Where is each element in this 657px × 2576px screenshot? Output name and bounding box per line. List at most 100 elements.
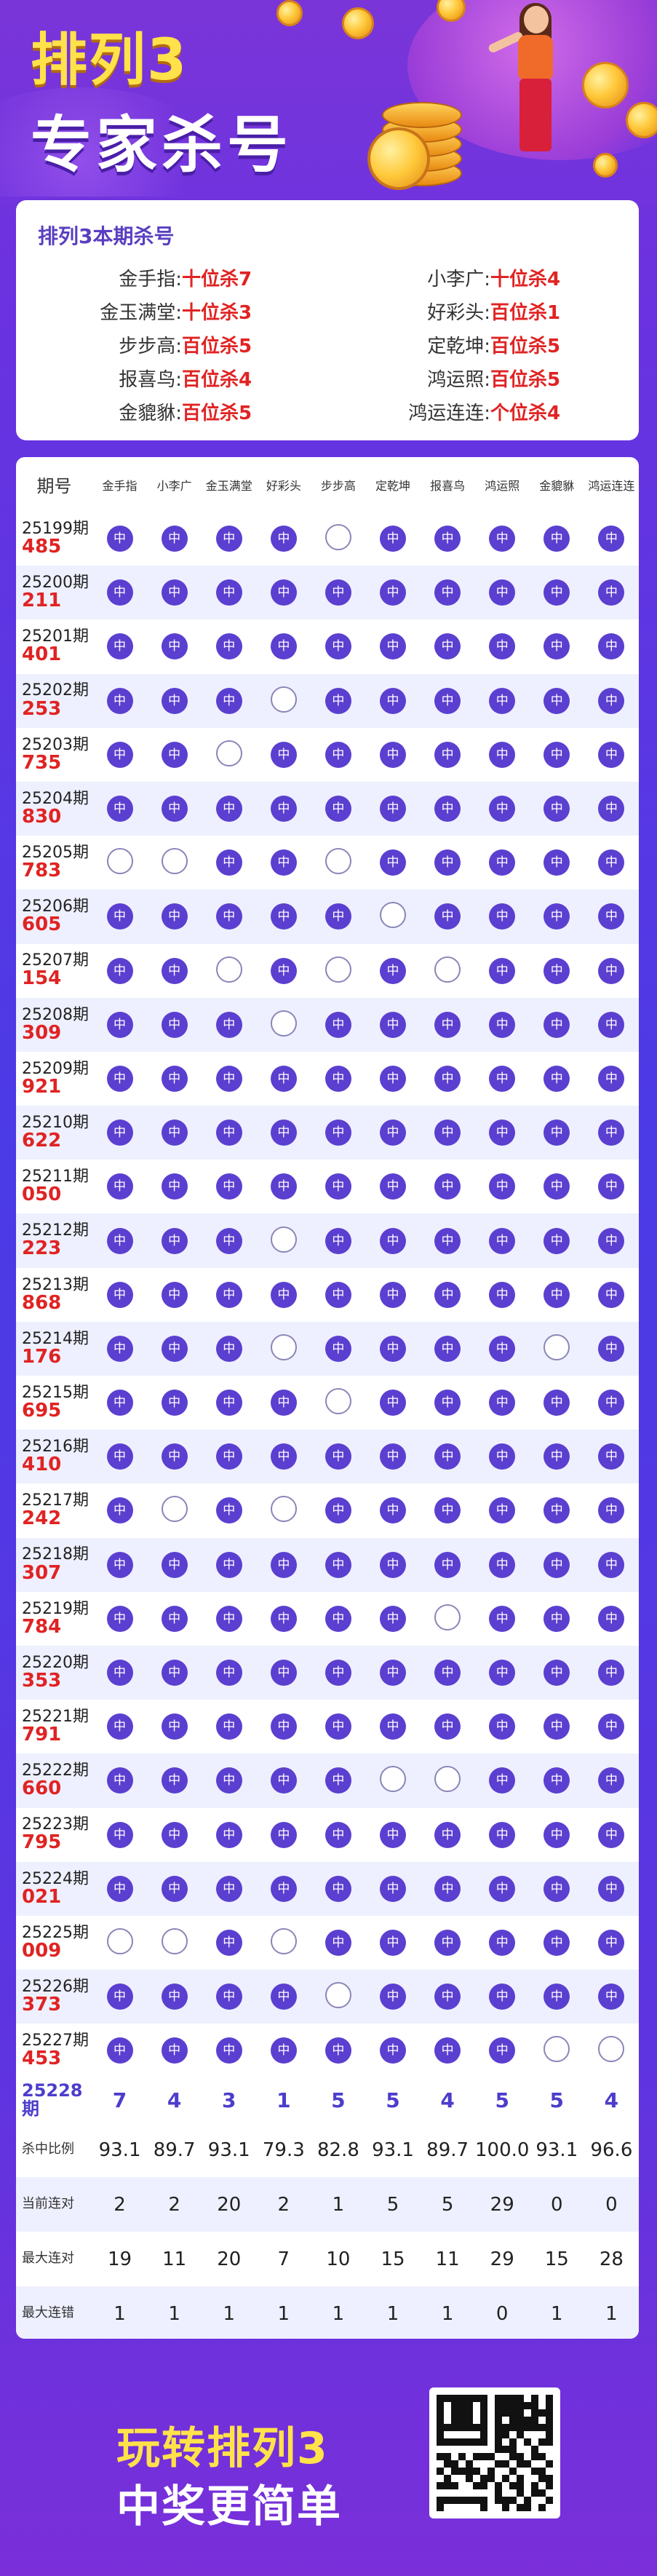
next-kill-digit: 5	[495, 2088, 509, 2112]
period-cell: 25202期 253	[16, 674, 92, 728]
draw-number: 735	[22, 751, 62, 774]
period-cell: 25203期 735	[16, 728, 92, 782]
period-label: 25213期	[22, 1275, 89, 1294]
result-cell: 中	[311, 1106, 365, 1160]
stat-label: 当前连对	[22, 2196, 74, 2212]
hit-badge: 中	[215, 903, 242, 930]
period-label: 25221期	[22, 1708, 89, 1727]
result-cell: 中	[530, 1268, 584, 1322]
stat-value: 0	[495, 2302, 509, 2325]
result-cell: 中	[584, 944, 639, 998]
result-cell	[311, 512, 365, 566]
hit-badge: 中	[598, 633, 625, 660]
hit-badge: 中	[543, 903, 570, 930]
hit-badge: 中	[324, 633, 351, 660]
hit-badge: 中	[161, 1875, 188, 1902]
result-cell	[147, 1916, 202, 1970]
table-row: 25223期 795 中中中中中中中中中中	[16, 1807, 639, 1862]
result-cell	[256, 1322, 311, 1376]
period-label: 25224期	[22, 1869, 89, 1888]
result-cell: 中	[475, 1808, 530, 1862]
kill-value: 百位杀5	[182, 336, 252, 357]
result-cell: 中	[365, 1970, 420, 2024]
hit-badge: 中	[106, 1660, 133, 1687]
stat-label: 最大连错	[22, 2305, 74, 2321]
hit-badge: 中	[434, 1011, 461, 1038]
result-cell: 中	[421, 998, 475, 1052]
hit-badge: 中	[434, 2037, 461, 2064]
result-cell: 中	[584, 998, 639, 1052]
result-cell: 中	[92, 619, 147, 673]
hit-badge: 中	[598, 741, 625, 768]
table-row: 25209期 921 中中中中中中中中中中	[16, 1051, 639, 1106]
hit-badge: 中	[380, 741, 407, 768]
result-cell: 中	[584, 1916, 639, 1970]
hit-badge: 中	[380, 579, 407, 606]
period-label: 25210期	[22, 1113, 89, 1132]
hit-badge: 中	[380, 526, 407, 552]
miss-circle-icon	[270, 1333, 297, 1360]
current-kill-card: 排列3本期杀号 金手指:十位杀7 金玉满堂:十位杀3 步步高:百位杀5 报喜鸟:百位杀…	[16, 200, 639, 440]
hit-badge: 中	[215, 1875, 242, 1902]
result-cell: 中	[530, 1376, 584, 1430]
hit-badge: 中	[270, 741, 297, 768]
period-label: 25214期	[22, 1329, 89, 1348]
result-cell	[147, 836, 202, 889]
hit-badge: 中	[270, 1119, 297, 1146]
period-cell: 25218期 307	[16, 1538, 92, 1592]
hit-badge: 中	[380, 1821, 407, 1848]
hit-badge: 中	[489, 1335, 516, 1362]
result-cell: 中	[584, 1808, 639, 1862]
result-cell	[311, 836, 365, 889]
hit-badge: 中	[434, 1875, 461, 1902]
miss-circle-icon	[161, 1927, 188, 1954]
result-cell: 中	[147, 1322, 202, 1376]
period-cell: 25224期 021	[16, 1862, 92, 1916]
hit-badge: 中	[215, 1335, 242, 1362]
hit-badge: 中	[324, 741, 351, 768]
hit-badge: 中	[324, 1335, 351, 1362]
expert-name: 金貔貅:	[119, 403, 182, 424]
hit-badge: 中	[598, 1227, 625, 1254]
hit-badge: 中	[598, 1875, 625, 1902]
kill-value: 十位杀3	[182, 302, 252, 324]
result-cell: 中	[530, 728, 584, 782]
hit-badge: 中	[270, 1821, 297, 1848]
hit-badge: 中	[324, 2037, 351, 2064]
header-expert: 金貔貅	[539, 478, 575, 493]
stat-value: 100.0	[474, 2139, 530, 2161]
result-cell: 中	[92, 944, 147, 998]
result-cell: 中	[92, 1483, 147, 1537]
result-cell: 中	[365, 944, 420, 998]
hit-badge: 中	[434, 1497, 461, 1524]
hit-badge: 中	[324, 1660, 351, 1687]
hit-badge: 中	[161, 633, 188, 660]
coin-icon	[582, 62, 629, 108]
hit-badge: 中	[543, 849, 570, 876]
result-cell: 中	[421, 1052, 475, 1106]
hit-badge: 中	[598, 1390, 625, 1416]
hit-badge: 中	[324, 1065, 351, 1092]
result-cell: 中	[475, 1592, 530, 1646]
hit-badge: 中	[543, 687, 570, 714]
result-cell: 中	[475, 566, 530, 619]
result-cell: 中	[92, 1592, 147, 1646]
result-cell: 中	[584, 1213, 639, 1267]
hit-badge: 中	[543, 579, 570, 606]
result-cell: 中	[147, 944, 202, 998]
table-row: 25225期 009 中中中中中中中	[16, 1915, 639, 1970]
hit-badge: 中	[270, 1660, 297, 1687]
result-cell: 中	[147, 1376, 202, 1430]
next-kill-digit: 5	[386, 2088, 400, 2112]
result-cell: 中	[256, 1106, 311, 1160]
hit-badge: 中	[380, 1660, 407, 1687]
hit-badge: 中	[106, 1875, 133, 1902]
period-cell: 25226期 373	[16, 1970, 92, 2024]
result-cell: 中	[202, 1646, 256, 1700]
result-cell: 中	[256, 1592, 311, 1646]
result-cell: 中	[147, 619, 202, 673]
result-cell: 中	[92, 2024, 147, 2077]
hit-badge: 中	[434, 1335, 461, 1362]
result-cell: 中	[365, 1160, 420, 1213]
hit-badge: 中	[215, 1390, 242, 1416]
